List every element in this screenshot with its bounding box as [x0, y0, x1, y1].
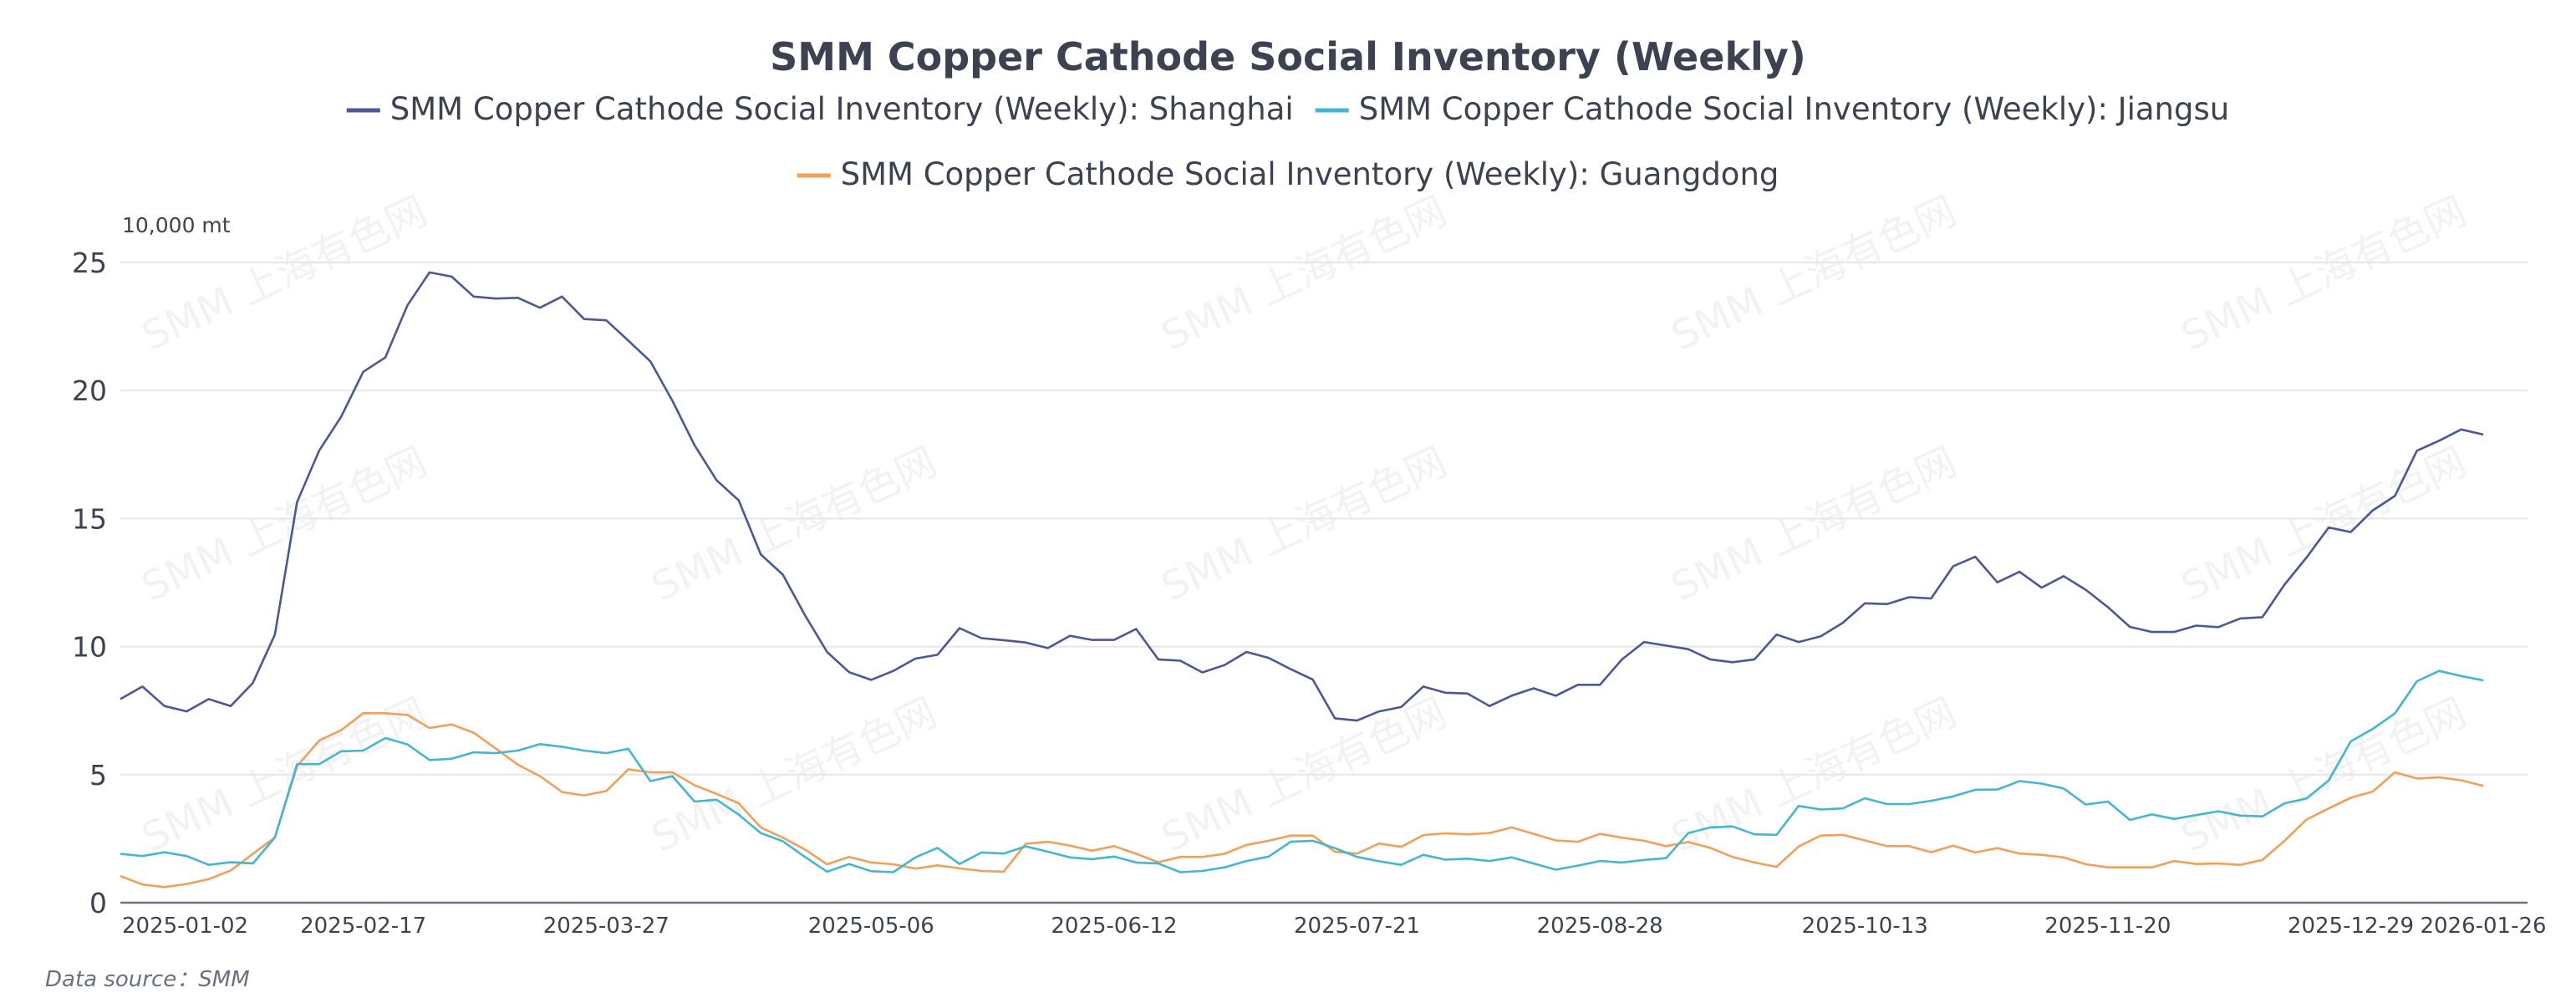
x-tick-label: 2025-02-17 [300, 914, 426, 939]
legend-label: SMM Copper Cathode Social Inventory (Wee… [390, 91, 1294, 127]
legend-label: SMM Copper Cathode Social Inventory (Wee… [1359, 91, 2230, 127]
legend-item-jiangsu[interactable]: SMM Copper Cathode Social Inventory (Wee… [1315, 91, 2230, 127]
series-line-shanghai [120, 271, 2484, 722]
watermark-text: SMM 上海有色网 [2174, 438, 2473, 611]
y-tick-label: 20 [72, 374, 107, 407]
legend-item-guangdong[interactable]: SMM Copper Cathode Social Inventory (Wee… [797, 156, 1779, 192]
y-axis-unit-label: 10,000 mt [122, 213, 231, 237]
x-tick-label: 2025-06-12 [1051, 914, 1177, 939]
x-tick-label: 2025-05-06 [808, 914, 934, 939]
x-tick-label: 2025-11-20 [2044, 914, 2171, 939]
legend: SMM Copper Cathode Social Inventory (Wee… [346, 91, 2230, 192]
x-tick-label: 2025-07-21 [1294, 914, 1420, 939]
y-tick-label: 10 [72, 631, 107, 664]
chart-title: SMM Copper Cathode Social Inventory (Wee… [770, 34, 1806, 79]
legend-item-shanghai[interactable]: SMM Copper Cathode Social Inventory (Wee… [346, 91, 1294, 127]
x-tick-label: 2025-03-27 [543, 914, 669, 939]
watermark-text: SMM 上海有色网 [135, 438, 434, 611]
y-tick-label: 5 [89, 759, 107, 792]
x-tick-label: 2025-12-29 [2288, 914, 2414, 939]
watermark-text: SMM 上海有色网 [1664, 187, 1963, 360]
legend-label: SMM Copper Cathode Social Inventory (Wee… [841, 156, 1779, 192]
watermark-layer: SMM 上海有色网 SMM 上海有色网 SMM 上海有色网 SMM 上海有色网 SMM … [135, 187, 2473, 862]
watermark-text: SMM 上海有色网 [2174, 187, 2473, 360]
watermark-text: SMM 上海有色网 [1154, 438, 1453, 611]
y-axis-ticks: 0 5 10 15 20 25 [72, 247, 107, 919]
y-tick-label: 25 [72, 247, 107, 279]
y-tick-label: 0 [89, 887, 107, 919]
gridlines [120, 262, 2528, 776]
x-tick-label: 2025-01-02 [122, 914, 248, 939]
x-axis-ticks: 2025-01-02 2025-02-17 2025-03-27 2025-05-06… [122, 914, 2547, 939]
watermark-text: SMM 上海有色网 [644, 438, 944, 611]
series-layer [120, 271, 2484, 888]
series-line-guangdong [120, 711, 2484, 888]
series-line-jiangsu [120, 670, 2484, 873]
x-tick-label: 2025-08-28 [1537, 914, 1663, 939]
x-tick-label: 2025-10-13 [1802, 914, 1928, 939]
data-source-note: Data source：SMM [45, 967, 250, 992]
y-tick-label: 15 [72, 502, 107, 535]
watermark-text: SMM 上海有色网 [1664, 438, 1963, 611]
x-tick-label: 2026-01-26 [2420, 914, 2546, 939]
watermark-text: SMM 上海有色网 [1154, 187, 1453, 360]
